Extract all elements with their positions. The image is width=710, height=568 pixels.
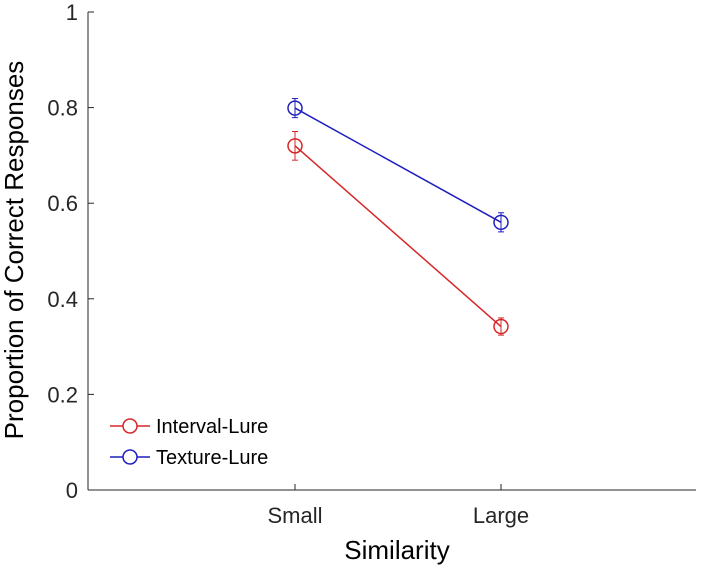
texture-lure-point xyxy=(287,100,303,116)
x-tick-label: Small xyxy=(267,503,322,528)
y-tick-label: 0.4 xyxy=(47,287,78,312)
legend-marker-texture-lure xyxy=(122,449,138,465)
y-tick-label: 0.2 xyxy=(47,382,78,407)
texture-lure-point xyxy=(493,214,509,231)
x-axis-title: Similarity xyxy=(344,535,449,565)
y-tick-label: 1 xyxy=(66,0,78,25)
legend-label-interval-lure: Interval-Lure xyxy=(156,416,268,438)
y-tick-label: 0.8 xyxy=(47,96,78,121)
legend-marker-interval-lure xyxy=(122,418,138,434)
interval-lure-point xyxy=(287,138,303,154)
legend-label-texture-lure: Texture-Lure xyxy=(156,447,268,469)
y-axis-title: Proportion of Correct Responses xyxy=(0,61,29,440)
interval-lure-point xyxy=(493,318,509,335)
x-tick-label: Large xyxy=(473,503,529,528)
y-tick-label: 0 xyxy=(66,478,78,503)
interval-lure-line xyxy=(294,145,502,328)
texture-lure-line xyxy=(294,107,502,223)
y-tick-label: 0.6 xyxy=(47,191,78,216)
series-group xyxy=(287,98,509,336)
axes: 0 0.2 0.4 0.6 0.8 1 Small Large xyxy=(47,0,696,528)
legend: Interval-Lure Texture-Lure xyxy=(110,416,268,469)
